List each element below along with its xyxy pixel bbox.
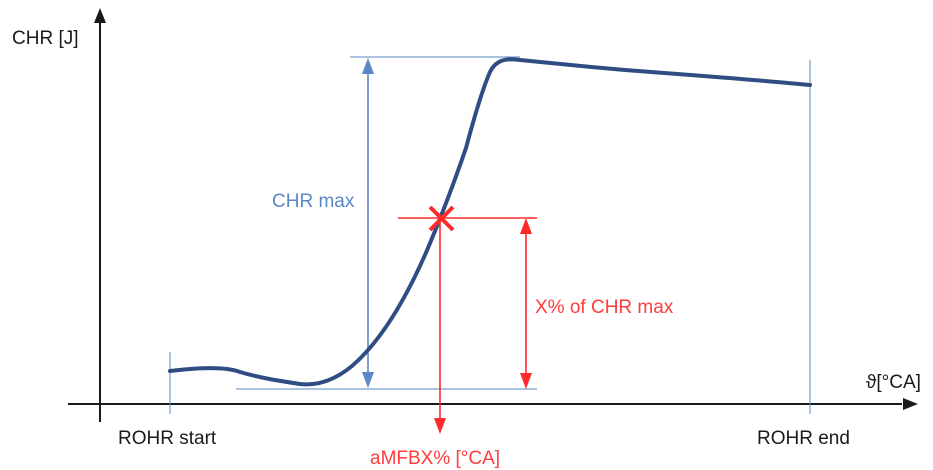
x-axis-label: ϑ[°CA] <box>866 372 921 393</box>
x-percent-label: X% of CHR max <box>535 297 674 318</box>
rohr-end-label: ROHR end <box>757 428 850 449</box>
x-axis-arrowhead <box>903 398 918 410</box>
rohr-start-label: ROHR start <box>118 428 217 449</box>
y-axis-arrowhead <box>94 8 106 23</box>
x-percent-arrow <box>520 218 532 389</box>
chr-max-label: CHR max <box>272 191 355 212</box>
red-x-marker-icon <box>428 205 455 232</box>
amfbx-arrow <box>434 220 446 434</box>
amfbx-label: aMFBX% [°CA] <box>370 448 500 469</box>
chr-max-arrow <box>362 58 374 388</box>
axes <box>68 8 918 422</box>
y-axis-label: CHR [J] <box>12 28 79 49</box>
chr-curve <box>168 57 812 387</box>
